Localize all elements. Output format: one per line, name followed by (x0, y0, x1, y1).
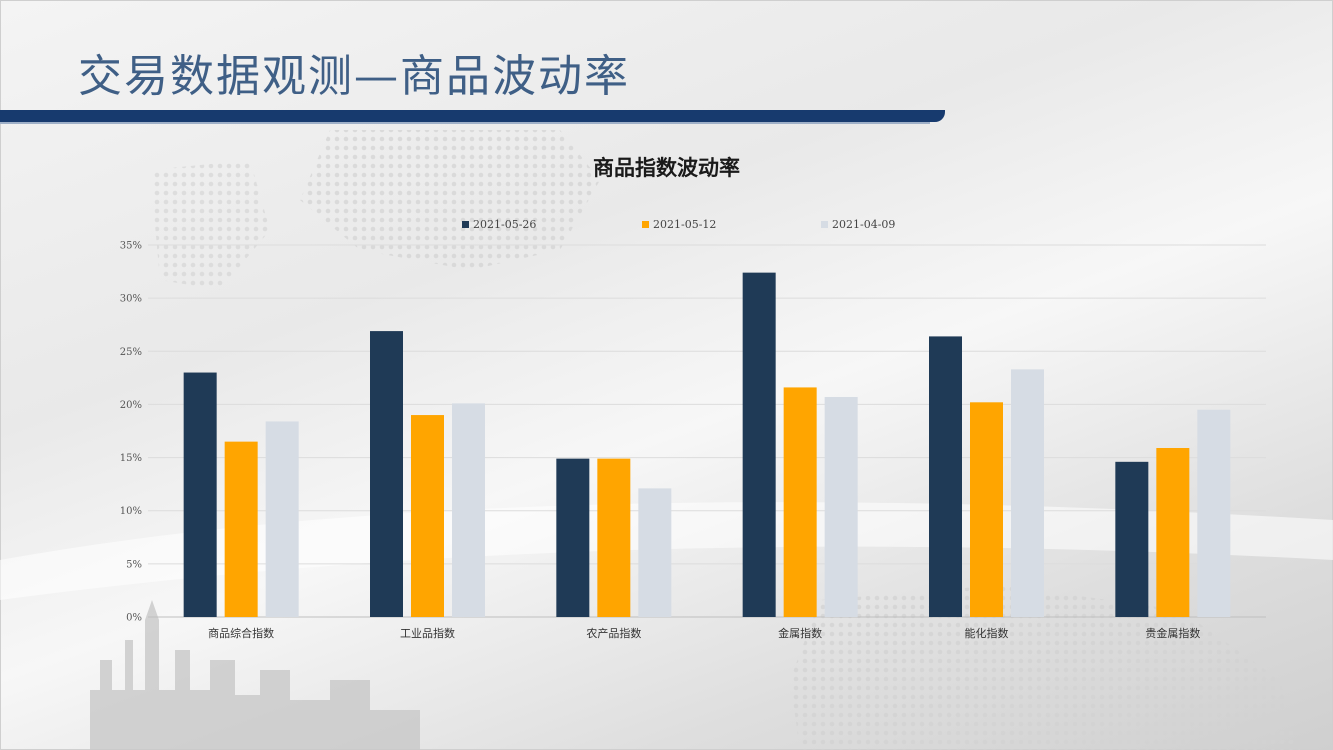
bar-series-3 (1011, 369, 1044, 617)
y-tick-label: 5% (126, 559, 142, 570)
bar-series-2 (224, 441, 258, 617)
bar-series-1 (556, 458, 590, 617)
x-category-label: 工业品指数 (400, 626, 455, 640)
y-tick-label: 25% (120, 347, 142, 358)
legend-label-series-1: 2021-05-26 (473, 218, 537, 231)
bar-series-3 (638, 488, 672, 617)
city-skyline (90, 600, 420, 750)
legend-label-series-3: 2021-04-09 (832, 218, 896, 231)
x-category-label: 商品综合指数 (208, 626, 274, 640)
bar-series-2 (970, 402, 1003, 617)
bar-series-3 (265, 421, 299, 617)
bar-series-1 (929, 336, 962, 617)
x-category-label: 贵金属指数 (1145, 626, 1200, 640)
x-category-label: 金属指数 (778, 626, 822, 640)
title-accent-line (0, 122, 930, 124)
slide-title: 交易数据观测—商品波动率 (78, 51, 630, 102)
y-tick-label: 35% (120, 241, 142, 252)
legend-swatch-series-2 (642, 221, 649, 228)
bar-series-3 (824, 396, 858, 617)
bar-series-1 (742, 272, 776, 617)
bar-series-2 (1156, 448, 1190, 617)
legend-label-series-2: 2021-05-12 (653, 218, 717, 231)
y-tick-label: 15% (120, 453, 142, 464)
bar-series-1 (1115, 461, 1149, 617)
title-accent-bar (0, 110, 945, 122)
legend-item-series-2: 2021-05-12 (642, 218, 716, 231)
x-category-label: 能化指数 (965, 626, 1009, 640)
bar-series-3 (452, 403, 485, 617)
bar-series-1 (183, 372, 217, 617)
y-tick-label: 10% (120, 506, 142, 517)
bar-series-2 (411, 415, 444, 617)
y-tick-label: 20% (120, 400, 142, 411)
bar-series-2 (597, 458, 631, 617)
world-map-dots-bottom (790, 585, 1300, 750)
chart-title: 商品指数波动率 (593, 156, 740, 180)
x-category-label: 农产品指数 (586, 626, 641, 640)
legend-swatch-series-3 (821, 221, 828, 228)
legend-item-series-3: 2021-04-09 (821, 218, 895, 231)
bar-series-1 (370, 331, 403, 617)
chart-legend: 2021-05-26 2021-05-12 2021-04-09 (0, 218, 1333, 232)
y-tick-label: 30% (120, 294, 142, 305)
bar-series-2 (783, 387, 817, 617)
y-tick-label: 0% (126, 613, 142, 624)
legend-swatch-series-1 (462, 221, 469, 228)
world-map-dots-left (150, 160, 270, 290)
bar-series-3 (1197, 409, 1231, 617)
world-map-dots-top (300, 130, 600, 270)
legend-item-series-1: 2021-05-26 (462, 218, 536, 231)
